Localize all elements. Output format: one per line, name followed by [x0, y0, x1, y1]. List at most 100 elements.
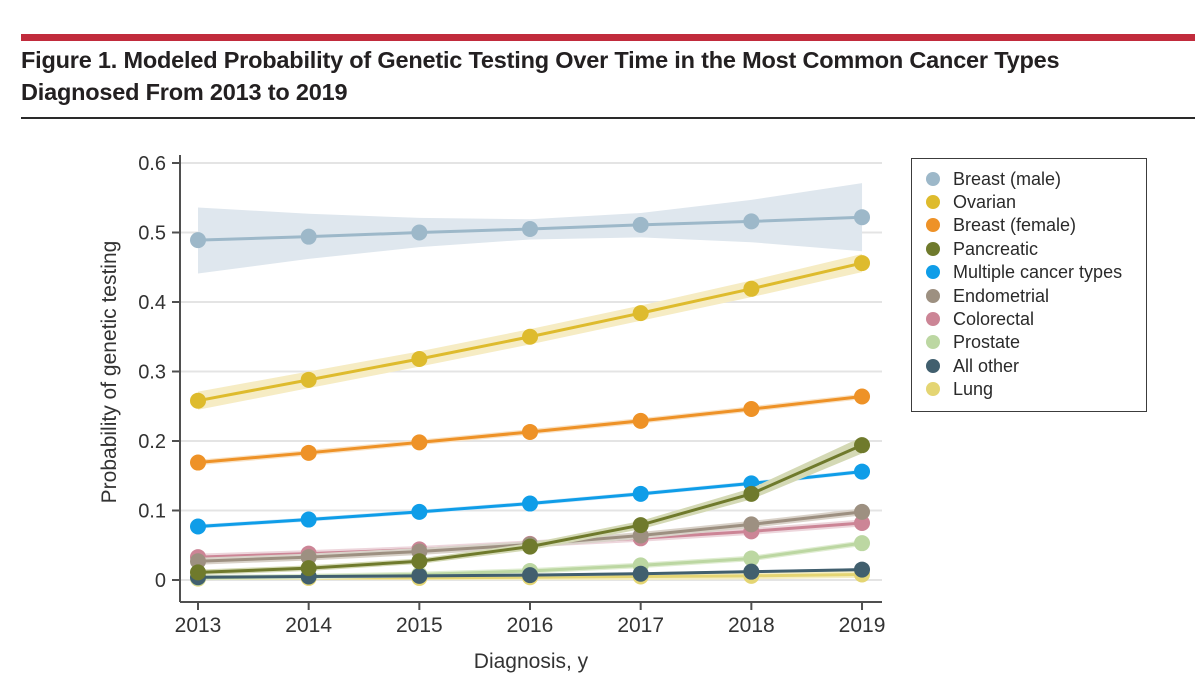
dot-breast-female-2017 — [632, 412, 649, 429]
dot-ovarian-2019 — [854, 255, 871, 272]
dot-pancreatic-2013 — [190, 564, 206, 581]
chart-legend: Breast (male) Ovarian Breast (female) Pancr… — [911, 158, 1147, 412]
dot-all-other-2016 — [522, 567, 539, 584]
legend-swatch-pancreatic-icon — [926, 241, 940, 256]
dot-pancreatic-2014 — [300, 560, 317, 577]
legend-swatch-prostate-icon — [926, 335, 940, 350]
dot-all-other-2019 — [854, 561, 871, 578]
dot-breast-female-2015 — [411, 434, 428, 451]
dot-all-other-2017 — [632, 565, 649, 582]
dot-endometrial-2013 — [190, 553, 206, 570]
dot-prostate-2019 — [854, 535, 871, 552]
x-tick-label-2019: 2019 — [839, 614, 886, 637]
dot-multiple-cancer-types-2013 — [190, 518, 206, 535]
figure-title: Figure 1. Modeled Probability of Genetic… — [21, 44, 1181, 108]
x-tick-label-2017: 2017 — [617, 614, 664, 637]
dot-breast-female-2018 — [743, 401, 760, 418]
dot-multiple-cancer-types-2014 — [300, 511, 317, 528]
dot-ovarian-2013 — [190, 392, 206, 409]
dot-ovarian-2014 — [300, 371, 317, 388]
axes-layer — [172, 155, 882, 610]
legend-item-breast-female: Breast (female) — [926, 214, 1146, 237]
legend-swatch-lung-icon — [926, 382, 940, 397]
ci-band-multiple-cancer-types — [198, 469, 863, 529]
y-tick-label-0.6: 0.6 — [138, 153, 166, 175]
series-layer — [190, 183, 871, 587]
legend-label-breast-male: Breast (male) — [953, 168, 1062, 189]
y-tick-label-0.2: 0.2 — [138, 431, 166, 453]
dot-all-other-2018 — [743, 563, 760, 580]
legend-label-ovarian: Ovarian — [953, 192, 1017, 213]
dot-colorectal-2019 — [854, 515, 871, 532]
legend-swatch-breast-female-icon — [926, 218, 940, 233]
dot-all-other-2015 — [411, 567, 428, 584]
y-tick-label-0.5: 0.5 — [138, 223, 166, 245]
figure-title-line1: Figure 1. Modeled Probability of Genetic… — [21, 47, 1060, 73]
legend-label-endometrial: Endometrial — [953, 285, 1050, 306]
x-axis-title: Diagnosis, y — [474, 650, 589, 673]
legend-item-ovarian: Ovarian — [926, 190, 1146, 213]
legend-item-all-other: All other — [926, 354, 1146, 377]
legend-swatch-all-other-icon — [926, 358, 940, 373]
legend-swatch-colorectal-icon — [926, 312, 940, 327]
dot-multiple-cancer-types-2019 — [854, 463, 871, 480]
legend-label-breast-female: Breast (female) — [953, 215, 1077, 236]
dot-pancreatic-2017 — [632, 517, 649, 534]
legend-item-lung: Lung — [926, 378, 1146, 401]
legend-swatch-ovarian-icon — [926, 195, 940, 210]
dot-breast-male-2016 — [522, 221, 539, 238]
x-tick-label-2015: 2015 — [396, 614, 443, 637]
dot-ovarian-2015 — [411, 350, 428, 367]
dot-multiple-cancer-types-2015 — [411, 503, 428, 520]
y-tick-label-0.4: 0.4 — [138, 292, 166, 314]
dot-breast-male-2017 — [632, 216, 649, 233]
legend-label-lung: Lung — [953, 379, 994, 400]
legend-label-pancreatic: Pancreatic — [953, 238, 1039, 259]
legend-label-colorectal: Colorectal — [953, 309, 1035, 330]
dot-multiple-cancer-types-2017 — [632, 485, 649, 502]
accent-bar — [21, 34, 1195, 41]
legend-swatch-breast-male-icon — [926, 171, 940, 186]
x-tick-label-2016: 2016 — [507, 614, 554, 637]
tick-labels: 0 0.1 0.2 0.3 0.4 0.5 0.6 2013 2014 2015 2016 2017 2… — [138, 153, 885, 637]
legend-item-breast-male: Breast (male) — [926, 167, 1146, 190]
dot-prostate-2018 — [743, 550, 760, 567]
dot-breast-male-2018 — [743, 213, 760, 230]
dot-breast-male-2013 — [190, 232, 206, 249]
x-tick-label-2013: 2013 — [175, 614, 222, 637]
legend-item-prostate: Prostate — [926, 331, 1146, 354]
dot-endometrial-2019 — [854, 503, 871, 520]
y-axis-title: Probability of genetic testing — [98, 241, 121, 504]
dot-breast-female-2014 — [300, 444, 317, 461]
legend-label-multiple-cancer-types: Multiple cancer types — [953, 262, 1123, 283]
figure-title-line2: Diagnosed From 2013 to 2019 — [21, 79, 348, 105]
legend-swatch-endometrial-icon — [926, 288, 940, 303]
y-tick-label-0.3: 0.3 — [138, 362, 166, 384]
legend-item-colorectal: Colorectal — [926, 307, 1146, 330]
legend-label-all-other: All other — [953, 355, 1020, 376]
y-tick-label-0: 0 — [155, 570, 166, 592]
dot-breast-male-2015 — [411, 224, 428, 241]
legend-item-multiple-cancer-types: Multiple cancer types — [926, 261, 1146, 284]
dot-breast-female-2019 — [854, 388, 871, 405]
dot-breast-female-2016 — [522, 423, 539, 440]
y-tick-label-0.1: 0.1 — [138, 501, 166, 523]
legend-swatch-multiple-cancer-types-icon — [926, 265, 940, 280]
legend-label-prostate: Prostate — [953, 332, 1021, 353]
dot-endometrial-2018 — [743, 516, 760, 533]
dot-pancreatic-2015 — [411, 553, 428, 570]
legend-item-endometrial: Endometrial — [926, 284, 1146, 307]
dot-breast-male-2014 — [300, 228, 317, 245]
dot-breast-male-2019 — [854, 209, 871, 226]
title-rule — [21, 117, 1195, 119]
dot-ovarian-2016 — [522, 328, 539, 345]
dot-breast-female-2013 — [190, 454, 206, 471]
dot-pancreatic-2018 — [743, 485, 760, 502]
dot-endometrial-2014 — [300, 549, 317, 566]
x-tick-label-2014: 2014 — [285, 614, 332, 637]
dot-ovarian-2018 — [743, 280, 760, 297]
dot-pancreatic-2016 — [522, 538, 539, 555]
x-tick-label-2018: 2018 — [728, 614, 775, 637]
